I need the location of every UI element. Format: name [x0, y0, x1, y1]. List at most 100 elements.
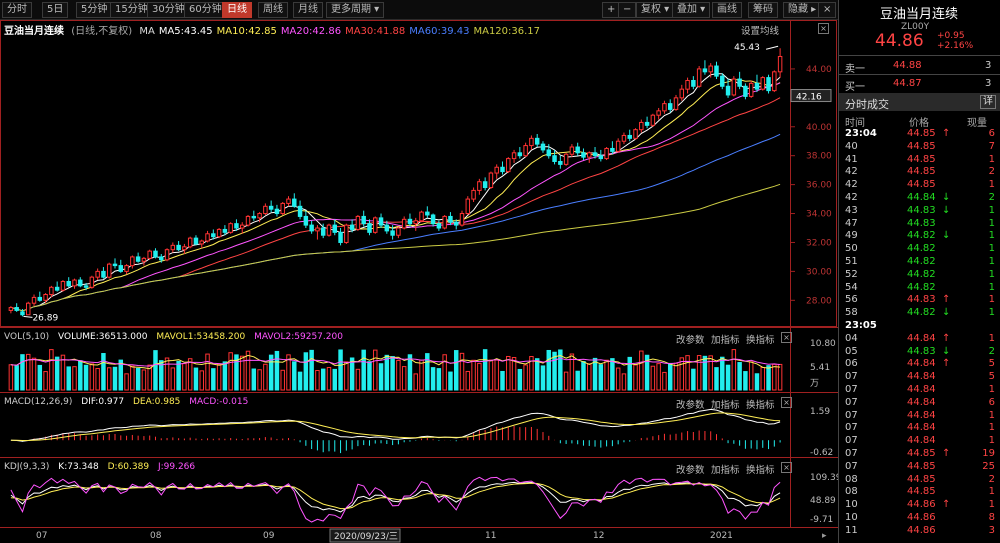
volume-bar	[205, 353, 210, 391]
ma20-line	[120, 82, 781, 289]
volume-bar	[725, 364, 731, 391]
vol-action-0[interactable]: 改参数	[676, 335, 705, 346]
macd-action-0[interactable]: 改参数	[676, 400, 705, 411]
candle-body	[598, 155, 604, 160]
toolbar-close-icon[interactable]: ×	[818, 2, 837, 18]
period-tab-8[interactable]: 月线	[293, 2, 323, 18]
volume-bar	[523, 364, 528, 391]
trade-row: 07 44.84 6	[839, 396, 1000, 409]
scroll-right-icon[interactable]: ▸	[822, 531, 827, 541]
macd-title: MACD(12,26,9)	[4, 397, 73, 407]
volume-bar	[211, 368, 216, 391]
candle-body	[182, 246, 187, 251]
candle-body	[274, 208, 280, 215]
candle-body	[303, 215, 309, 226]
arrow-up-icon: ↑	[942, 499, 951, 511]
period-tab-3[interactable]: 15分钟	[110, 2, 153, 18]
kline-chart[interactable]: 44.0042.0040.0038.0036.0034.0032.0030.00…	[0, 0, 838, 543]
arrow-up-icon: ↑	[942, 358, 951, 370]
volume-bar	[349, 357, 355, 391]
y-tick-label: 38.00	[806, 152, 832, 162]
trade-row: 42 44.84 ↓ 2	[839, 191, 1000, 204]
volume-bar	[297, 371, 303, 391]
candle-body	[89, 276, 95, 288]
trade-price: 44.83	[907, 204, 936, 216]
trade-price: 44.85	[907, 448, 936, 459]
trade-row: 23:05	[839, 319, 1000, 332]
candle-body	[31, 296, 37, 304]
volume-bar	[650, 365, 656, 391]
candle-body	[228, 223, 233, 233]
volume-bar	[390, 356, 395, 391]
trades-detail-button[interactable]: 详	[980, 95, 996, 109]
candle-body	[604, 147, 609, 160]
kdj-action-2[interactable]: 换指标	[746, 465, 775, 476]
main-panel-close-button[interactable]: ×	[818, 23, 829, 34]
trade-time: 23:04	[845, 128, 877, 139]
trade-price: 44.83	[907, 345, 936, 357]
vol-mavol2: MAVOL2:59257.200	[254, 332, 343, 342]
trade-price: 44.82	[907, 307, 936, 319]
quote-divider	[839, 74, 1000, 75]
volume-bar	[361, 349, 366, 391]
vol-action-1[interactable]: 加指标	[711, 335, 740, 346]
vol-close-button[interactable]: ×	[781, 332, 792, 343]
candle-body	[673, 97, 679, 110]
toolbar-right-1[interactable]: −	[618, 2, 637, 18]
volume-bar	[43, 371, 48, 391]
candle-body	[118, 265, 124, 272]
volume-bar	[517, 368, 523, 391]
kdj-action-1[interactable]: 加指标	[711, 465, 740, 476]
arrow-down-icon: ↓	[942, 204, 951, 216]
trade-row: 40 44.85 7	[839, 140, 1000, 153]
period-tab-9[interactable]: 更多周期 ▾	[326, 2, 385, 18]
candle-body	[141, 257, 147, 262]
period-tab-7[interactable]: 周线	[258, 2, 288, 18]
macd-action-1[interactable]: 加指标	[711, 400, 740, 411]
close-icon: ×	[781, 462, 792, 473]
candle-body	[390, 230, 395, 236]
trade-price: 44.82	[907, 281, 936, 293]
kdj-header: KDJ(9,3,3) K:73.348 D:60.389 J:99.266	[4, 462, 201, 472]
vol-title: VOL(5,10)	[4, 332, 50, 342]
kdj-close-button[interactable]: ×	[781, 462, 792, 473]
period-tab-2[interactable]: 5分钟	[76, 2, 113, 18]
col-header-time: 时间	[845, 118, 865, 129]
toolbar-right-4[interactable]: 画线	[712, 2, 742, 18]
volume-bar	[772, 363, 777, 391]
toolbar-right-3[interactable]: 叠加 ▾	[672, 2, 711, 18]
toolbar-right-2[interactable]: 复权 ▾	[636, 2, 675, 18]
volume-bar	[430, 367, 436, 391]
period-tab-0[interactable]: 分时	[2, 2, 32, 18]
trade-volume: 1	[988, 153, 995, 165]
volume-bar	[425, 353, 430, 391]
trade-price: 44.85	[907, 460, 936, 472]
volume-bar	[14, 365, 19, 391]
toolbar-right-5[interactable]: 筹码	[748, 2, 778, 18]
trade-row: 08 44.85 1	[839, 485, 1000, 498]
high-label: 45.43	[734, 43, 760, 53]
volume-bar	[477, 362, 482, 391]
macd-close-button[interactable]: ×	[781, 397, 792, 408]
macd-action-2[interactable]: 换指标	[746, 400, 775, 411]
arrow-up-icon: ↑	[942, 294, 951, 306]
low-pointer	[23, 315, 33, 318]
period-tab-1[interactable]: 5日	[42, 2, 69, 18]
vol-action-2[interactable]: 换指标	[746, 335, 775, 346]
volume-bar	[696, 355, 702, 391]
candle-body	[592, 152, 598, 157]
volume-bar	[263, 363, 268, 391]
candle-body	[766, 77, 771, 92]
x-tick-label: 11	[485, 531, 496, 541]
ma-settings-button[interactable]: 设置均线	[741, 26, 780, 37]
volume-bar	[471, 359, 476, 391]
trade-row: 04 44.84 ↑ 1	[839, 332, 1000, 345]
period-tab-5[interactable]: 60分钟	[184, 2, 227, 18]
kdj-action-0[interactable]: 改参数	[676, 465, 705, 476]
trade-price: 44.83	[907, 217, 936, 229]
trade-time: 41	[845, 153, 858, 165]
volume-bar	[604, 359, 609, 391]
candle-body	[748, 82, 754, 97]
candle-body	[459, 213, 465, 226]
period-tab-6[interactable]: 日线	[222, 2, 252, 18]
